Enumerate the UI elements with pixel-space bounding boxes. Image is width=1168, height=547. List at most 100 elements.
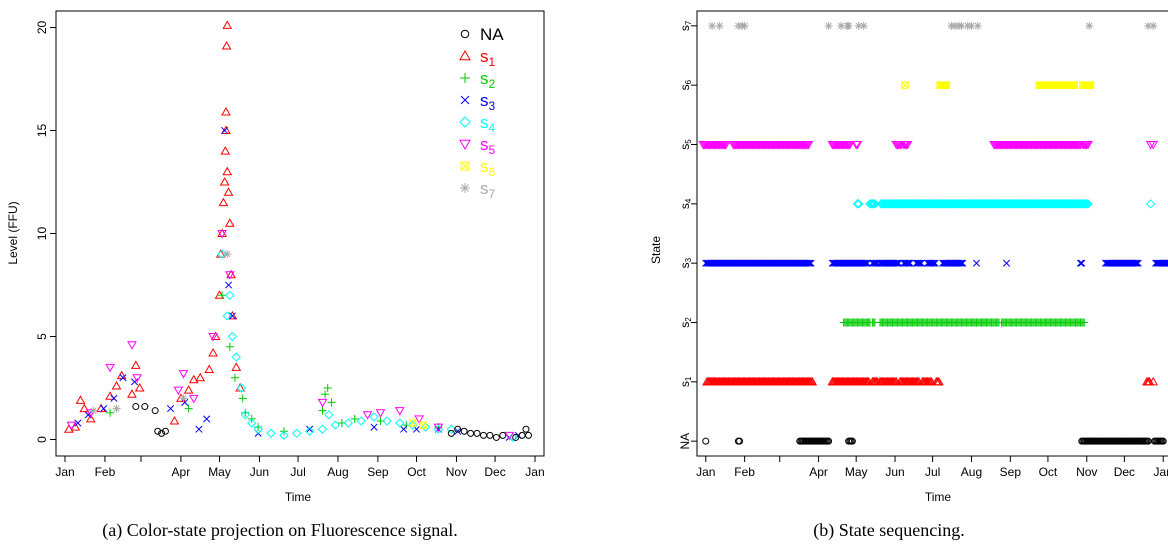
state-point-s3 [1163, 259, 1168, 267]
point-s1 [169, 415, 180, 425]
x-tick-label-a: Jan [525, 465, 544, 479]
point-s5 [188, 394, 199, 404]
point-s3 [370, 423, 378, 431]
point-s1 [130, 360, 141, 369]
legend-label-s4: s4 [480, 113, 496, 135]
point-s3 [400, 425, 408, 433]
x-tick-label-b: Oct [1039, 465, 1058, 479]
point-s1 [134, 383, 145, 392]
point-s1 [79, 403, 90, 413]
x-tick-label-b: Aug [961, 465, 982, 479]
point-s5 [178, 370, 189, 379]
state-point-s7 [824, 21, 833, 30]
point-s1 [219, 176, 230, 186]
point-s1 [75, 395, 86, 404]
legend-label-NA: NA [480, 25, 504, 44]
point-NA [525, 431, 533, 439]
point-s2 [254, 423, 263, 432]
y-tick-label-b: s1 [678, 376, 693, 387]
legend-marker-NA [460, 29, 470, 39]
state-point-s3 [804, 259, 813, 267]
point-NA [154, 427, 162, 435]
state-point-s4 [852, 199, 863, 209]
point-NA [460, 427, 468, 435]
point-NA [132, 403, 140, 411]
point-s5 [217, 230, 227, 239]
state-point-s7 [957, 21, 966, 30]
y-tick-label-a: 15 [35, 123, 49, 137]
point-s4 [382, 416, 392, 426]
state-point-s7 [708, 21, 717, 30]
point-s1 [224, 218, 235, 227]
state-point-s3 [1078, 259, 1086, 267]
point-NA [473, 429, 481, 437]
x-tick-label-a: Apr [172, 465, 191, 479]
point-s2 [241, 408, 250, 417]
x-tick-label-b: Jul [925, 465, 940, 479]
state-point-s4 [866, 199, 876, 209]
point-s7 [223, 250, 232, 259]
state-point-s5 [845, 141, 855, 150]
panel-b-state-chart: Jan Feb Apr May Jun Jul Aug Sep Oct Nov Dec Jan NA s… [649, 10, 1168, 504]
state-point-s3 [916, 259, 924, 267]
state-point-s3 [904, 259, 912, 267]
state-point-s7 [837, 21, 846, 30]
point-s4 [446, 424, 457, 434]
point-s5 [224, 271, 235, 280]
y-tick-label-b: s6 [678, 79, 693, 90]
state-point-s7 [1085, 21, 1094, 30]
legend-marker-s4 [459, 116, 471, 128]
x-tick-label-b: Apr [809, 465, 828, 479]
state-point-s7 [973, 21, 982, 30]
plot-frame-b [696, 10, 1168, 457]
x-axis-label-b: Time [925, 490, 952, 504]
point-s5 [127, 341, 137, 350]
point-NA [492, 433, 500, 441]
point-s1 [183, 385, 194, 394]
state-point-s6 [942, 81, 951, 89]
state-point-s7 [854, 21, 863, 30]
x-tick-label-b: Jan [1154, 465, 1168, 479]
point-s4 [343, 418, 353, 428]
y-tick-label-b: s2 [678, 317, 693, 328]
state-point-s3 [930, 259, 938, 267]
x-axis-label-a: Time [285, 490, 312, 504]
state-point-s3 [895, 259, 903, 267]
point-NA [454, 425, 462, 433]
x-tick-label-b: May [845, 465, 868, 479]
point-s4 [324, 410, 334, 420]
legend-marker-s3 [460, 95, 470, 105]
state-point-s7 [844, 21, 853, 30]
point-s5 [317, 398, 328, 408]
state-point-s5 [803, 141, 814, 150]
point-s1 [223, 187, 234, 196]
point-s5 [173, 386, 184, 396]
point-s3 [167, 405, 175, 413]
point-NA [161, 427, 169, 435]
state-point-s3 [957, 259, 965, 267]
state-point-s4 [1080, 199, 1091, 209]
point-s4 [356, 416, 366, 426]
point-s4 [279, 430, 289, 441]
legend-label-s5: s5 [480, 135, 496, 157]
state-point-s3 [972, 259, 981, 267]
y-tick-label-a: 10 [35, 227, 49, 241]
y-axis-label-a: Level (FFU) [6, 201, 20, 264]
point-NA [158, 429, 166, 437]
state-point-s1 [807, 376, 818, 386]
x-tick-label-a: Oct [407, 465, 426, 479]
point-s4 [236, 383, 247, 393]
point-s5 [362, 411, 373, 420]
state-point-s3 [906, 259, 914, 267]
state-point-s7 [740, 21, 749, 30]
state-point-s3 [905, 259, 913, 267]
state-point-NA [736, 437, 744, 445]
state-point-s3 [915, 259, 923, 267]
point-s3 [203, 415, 211, 423]
x-tick-label-a: Nov [446, 465, 467, 479]
point-s2 [218, 291, 227, 300]
state-point-s4 [869, 199, 879, 209]
state-point-s3 [959, 259, 967, 267]
point-s3 [228, 312, 236, 320]
state-point-s4 [1082, 199, 1092, 209]
